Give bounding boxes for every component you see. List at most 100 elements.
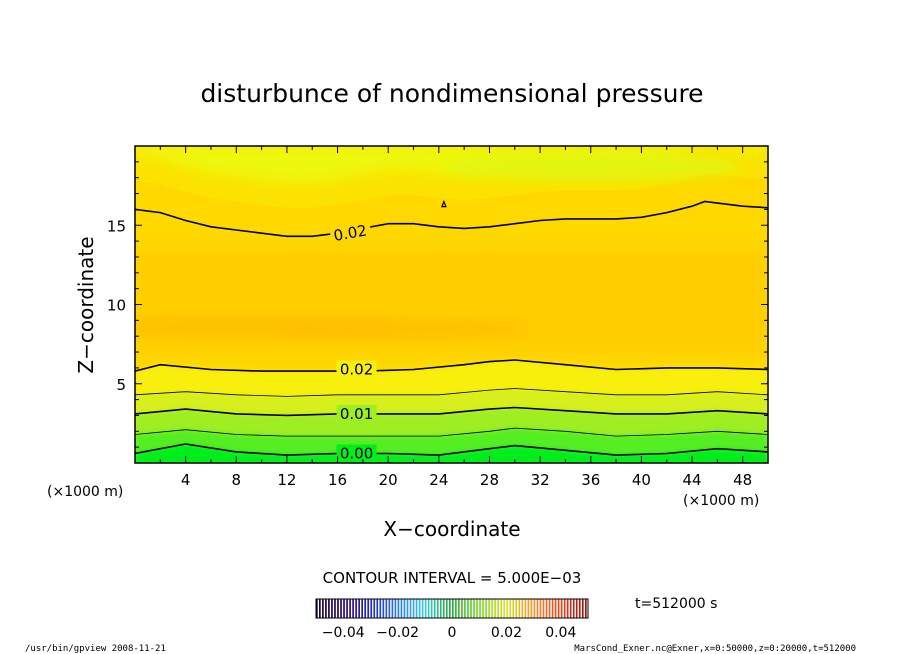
- colorbar-cell: [575, 599, 578, 618]
- colorbar-cell: [518, 599, 521, 618]
- colorbar-cell: [430, 599, 433, 618]
- colorbar-cell: [400, 599, 403, 618]
- colorbar-cell: [572, 599, 575, 618]
- x-tick-label: 16: [328, 471, 347, 489]
- colorbar-cell: [352, 599, 354, 618]
- x-tick-label: 44: [682, 471, 701, 489]
- x-tick-label: 36: [581, 471, 600, 489]
- colorbar-cell: [521, 599, 524, 618]
- colorbar-cell: [403, 599, 406, 618]
- colorbar-cell: [355, 599, 357, 618]
- colorbar-tick-label: −0.02: [376, 625, 419, 641]
- contour-major: [135, 443, 768, 456]
- colorbar-cell: [322, 599, 324, 618]
- colorbar-cell: [421, 599, 424, 618]
- colorbar-cell: [488, 599, 490, 618]
- contour-major: [135, 200, 768, 238]
- colorbar-cell: [500, 599, 503, 618]
- contour-major: [135, 359, 768, 372]
- colorbar-cell: [524, 599, 527, 618]
- colorbar-cell: [343, 599, 345, 618]
- colorbar-cell: [412, 599, 415, 618]
- pressure-shading: [135, 146, 768, 463]
- colorbar-tick-label: 0: [448, 625, 457, 641]
- contour-label: 0.02: [340, 360, 373, 378]
- colorbar-cell: [361, 599, 363, 618]
- colorbar-tick-label: 0.02: [491, 625, 522, 641]
- colorbar-cell: [563, 599, 566, 618]
- colorbar-cell: [494, 599, 496, 618]
- colorbar: [316, 599, 587, 618]
- colorbar-cell: [509, 599, 512, 618]
- plot-area: [135, 146, 768, 463]
- contour-minor: [135, 427, 768, 437]
- colorbar-tick-label: −0.04: [322, 625, 365, 641]
- contour-label: 0.01: [340, 405, 373, 423]
- x-tick-label: 12: [277, 471, 296, 489]
- y-axis-label: Z−coordinate: [74, 236, 98, 373]
- colorbar-tick-label: 0.04: [545, 625, 576, 641]
- colorbar-cell: [533, 599, 536, 618]
- colorbar-cell: [358, 599, 360, 618]
- footer-right: MarsCond_Exner.nc@Exner,x=0:50000,z=0:20…: [574, 644, 856, 654]
- contour-lines: [135, 200, 768, 456]
- y-tick-label: 15: [107, 217, 126, 235]
- footer-left: /usr/bin/gpview 2008-11-21: [25, 644, 166, 654]
- colorbar-cell: [560, 599, 563, 618]
- contour-interval-label: CONTOUR INTERVAL = 5.000E−03: [323, 569, 582, 587]
- x-axis-label: X−coordinate: [383, 517, 520, 541]
- colorbar-cell: [503, 599, 506, 618]
- colorbar-cell: [394, 599, 397, 618]
- x-unit-right: (×1000 m): [683, 493, 759, 509]
- colorbar-cell: [539, 599, 542, 618]
- x-tick-label: 48: [733, 471, 752, 489]
- colorbar-cell: [364, 599, 367, 618]
- x-tick-label: 28: [480, 471, 499, 489]
- contour-major: [135, 406, 768, 417]
- colorbar-cell: [461, 599, 463, 618]
- colorbar-cell: [397, 599, 400, 618]
- y-axis: 5 10 15: [107, 161, 768, 448]
- contour-minor: [135, 388, 768, 397]
- fill-core: [135, 249, 768, 356]
- fill-top-spot: [438, 152, 743, 181]
- colorbar-cell: [427, 599, 430, 618]
- contour-labels: 0.02 0.02 0.01 0.00: [330, 221, 377, 462]
- x-tick-label: 4: [181, 471, 191, 489]
- colorbar-cell: [467, 599, 469, 618]
- colorbar-cell: [452, 599, 454, 618]
- colorbar-cell: [340, 599, 342, 618]
- colorbar-cell: [491, 599, 493, 618]
- y-tick-label: 10: [107, 297, 126, 315]
- contour-label: 0.00: [340, 444, 373, 462]
- x-tick-label: 8: [232, 471, 242, 489]
- x-tick-label: 32: [531, 471, 550, 489]
- colorbar-cell: [439, 599, 442, 618]
- x-tick-label: 20: [379, 471, 398, 489]
- colorbar-cell: [569, 599, 572, 618]
- x-axis: 4 8 12 16 20 24 28 32 36 40 44 48: [159, 146, 769, 489]
- contour-label-bg: [330, 224, 371, 241]
- colorbar-tick-labels: −0.04 −0.02 0 0.02 0.04: [322, 625, 577, 641]
- colorbar-cell: [551, 599, 554, 618]
- colorbar-cell: [337, 599, 339, 618]
- colorbar-cell: [376, 599, 379, 618]
- x-tick-label: 40: [632, 471, 651, 489]
- colorbar-cell: [409, 599, 412, 618]
- colorbar-cell: [455, 599, 457, 618]
- colorbar-cell: [548, 599, 551, 618]
- colorbar-cell: [554, 599, 557, 618]
- colorbar-cell: [527, 599, 530, 618]
- colorbar-cell: [512, 599, 515, 618]
- colorbar-cell: [436, 599, 439, 618]
- colorbar-cell: [536, 599, 539, 618]
- colorbar-cell: [349, 599, 351, 618]
- colorbar-cell: [442, 599, 445, 618]
- colorbar-cell: [382, 599, 385, 618]
- x-tick-label: 24: [429, 471, 448, 489]
- colorbar-cell: [325, 599, 327, 618]
- colorbar-cell: [388, 599, 391, 618]
- colorbar-cell: [319, 599, 321, 618]
- colorbar-cell: [566, 599, 569, 618]
